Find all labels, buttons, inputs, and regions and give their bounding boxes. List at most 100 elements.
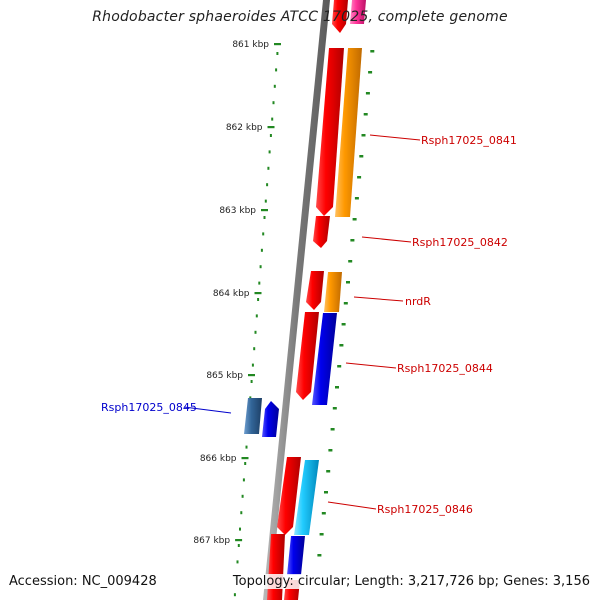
gene-label-nrdr[interactable]: nrdR bbox=[405, 295, 431, 308]
ruler-dot bbox=[244, 462, 247, 465]
ruler-tick bbox=[261, 209, 268, 212]
ruler-tick bbox=[241, 457, 249, 460]
gene-0846-cyan bbox=[294, 460, 319, 535]
ruler-dot bbox=[245, 445, 248, 449]
feature-dot bbox=[370, 50, 375, 53]
ruler-label: 867 kbp bbox=[193, 536, 230, 546]
feature-dot bbox=[348, 260, 353, 263]
ruler-dot bbox=[267, 166, 270, 170]
feature-dot bbox=[365, 92, 370, 95]
ruler-dot bbox=[264, 199, 267, 203]
ruler-dot bbox=[276, 52, 279, 55]
gene-top-red bbox=[332, 0, 348, 33]
ruler-dot bbox=[272, 101, 275, 105]
ruler-dot bbox=[266, 183, 269, 187]
ruler-tick bbox=[274, 43, 281, 46]
gene-nrdr-red bbox=[306, 271, 324, 310]
feature-dot bbox=[319, 533, 324, 536]
feature-dot bbox=[337, 365, 342, 368]
genome-backbone bbox=[263, 0, 330, 600]
ruler-dot bbox=[273, 84, 276, 88]
ruler-dot bbox=[241, 494, 244, 498]
ruler-dot bbox=[268, 150, 271, 154]
feature-track bbox=[317, 50, 375, 557]
ruler-dot bbox=[251, 363, 254, 367]
ruler-dot bbox=[271, 117, 274, 121]
gene-top-pink bbox=[350, 0, 366, 24]
ruler-dot bbox=[253, 347, 256, 351]
gene-features bbox=[244, 0, 366, 600]
gene-0846-red bbox=[277, 457, 301, 535]
feature-dot bbox=[332, 407, 337, 410]
ruler-label: 861 kbp bbox=[232, 40, 269, 50]
feature-dot bbox=[335, 386, 339, 389]
feature-dot bbox=[352, 218, 357, 221]
gene-0845-blue bbox=[262, 401, 279, 437]
ruler-dot bbox=[250, 380, 253, 383]
ruler-dot bbox=[260, 248, 263, 252]
feature-dot bbox=[317, 554, 322, 557]
ruler-dot bbox=[239, 527, 241, 531]
ruler-label: 864 kbp bbox=[213, 289, 250, 299]
feature-dot bbox=[328, 449, 333, 452]
ruler-dot bbox=[240, 511, 243, 515]
ruler-dot bbox=[233, 593, 236, 597]
gene-nrdr-orange bbox=[324, 272, 342, 312]
ruler-dot bbox=[236, 560, 239, 564]
gene-0844-red bbox=[296, 312, 319, 400]
gene-0841-orange bbox=[335, 48, 362, 217]
feature-dot bbox=[368, 71, 373, 74]
genome-stats: Topology: circular; Length: 3,217,726 bp… bbox=[229, 574, 590, 589]
feature-dot bbox=[361, 134, 366, 137]
gene-label-0846[interactable]: Rsph17025_0846 bbox=[377, 503, 473, 516]
feature-dot bbox=[330, 428, 335, 431]
feature-dot bbox=[341, 323, 346, 326]
ruler-dot bbox=[259, 265, 262, 269]
gene-label-0842[interactable]: Rsph17025_0842 bbox=[412, 236, 508, 249]
ruler-dot bbox=[242, 478, 245, 482]
feature-dot bbox=[326, 470, 331, 473]
gene-bottom-blue bbox=[287, 536, 305, 575]
ruler-ticks: 861 kbp 862 kbp 863 kbp 864 kbp 865 kbp 866 k… bbox=[193, 40, 281, 546]
gene-0844-blue bbox=[312, 313, 337, 405]
ruler-dot bbox=[275, 68, 278, 72]
ruler-dot bbox=[258, 281, 261, 285]
ruler-dot bbox=[249, 396, 252, 400]
map-title: Rhodobacter sphaeroides ATCC 17025, comp… bbox=[92, 9, 508, 25]
ruler-label: 862 kbp bbox=[226, 123, 263, 133]
ruler-label: 866 kbp bbox=[200, 454, 237, 464]
ruler-tick bbox=[254, 292, 262, 295]
accession-label: Accession: NC_009428 bbox=[9, 574, 157, 589]
label-leaders bbox=[183, 134, 421, 510]
feature-dot bbox=[321, 512, 326, 515]
ruler-label: 863 kbp bbox=[219, 206, 256, 216]
feature-dot bbox=[359, 155, 364, 158]
ruler-label: 865 kbp bbox=[206, 371, 243, 381]
feature-dot bbox=[343, 302, 348, 305]
gene-labels: Rsph17025_0841 Rsph17025_0842 nrdR Rsph1… bbox=[101, 134, 517, 516]
ruler-dot bbox=[254, 330, 257, 334]
feature-dot bbox=[346, 281, 350, 284]
ruler-tick bbox=[235, 539, 243, 542]
gene-label-0841[interactable]: Rsph17025_0841 bbox=[421, 134, 517, 147]
feature-dot bbox=[357, 176, 362, 179]
ruler-dot bbox=[255, 314, 258, 318]
feature-dot bbox=[354, 197, 359, 200]
ruler-track bbox=[233, 52, 279, 597]
gene-0845-steel bbox=[244, 398, 262, 434]
gene-0841-red bbox=[316, 48, 344, 216]
ruler-dot bbox=[237, 544, 240, 547]
gene-0842-red bbox=[313, 216, 330, 248]
ruler-dot bbox=[263, 216, 266, 219]
ruler-dot bbox=[269, 134, 272, 137]
feature-dot bbox=[350, 239, 355, 242]
feature-dot bbox=[363, 113, 368, 116]
gene-label-0845[interactable]: Rsph17025_0845 bbox=[101, 401, 197, 414]
feature-dot bbox=[339, 344, 344, 347]
ruler-dot bbox=[257, 298, 260, 301]
ruler-tick bbox=[248, 374, 255, 377]
gene-label-0844[interactable]: Rsph17025_0844 bbox=[397, 362, 493, 375]
ruler-dot bbox=[262, 232, 265, 236]
ruler-tick bbox=[267, 126, 275, 129]
